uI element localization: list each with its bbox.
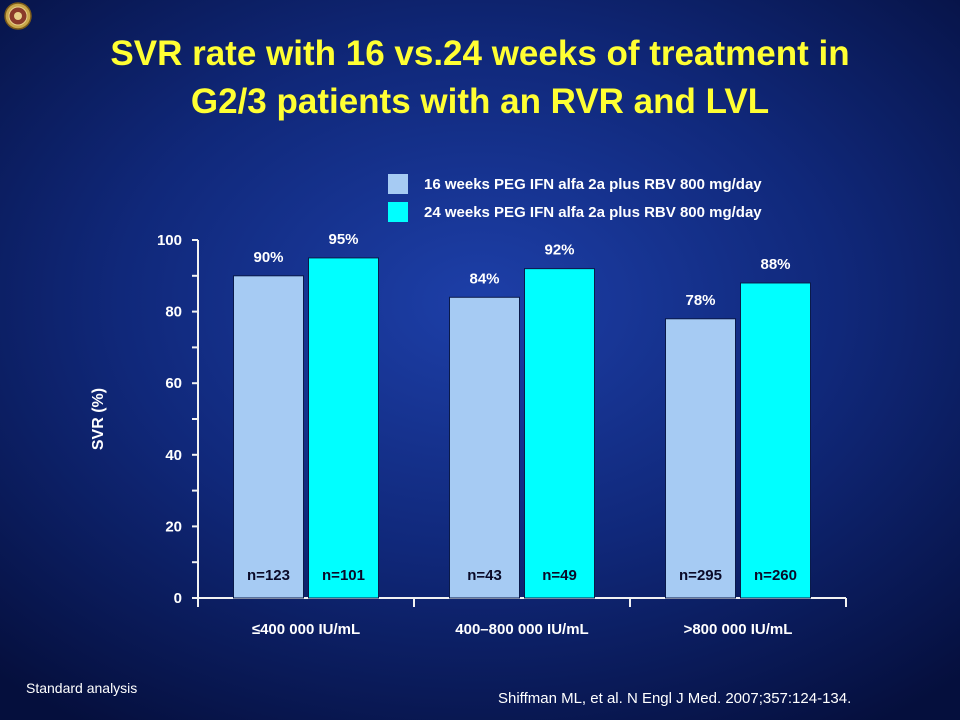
bar-value-label: 84% [469, 270, 499, 287]
bar-n-label: n=101 [322, 567, 365, 584]
y-tick-label: 60 [165, 375, 182, 392]
y-tick-label: 80 [165, 304, 182, 321]
bar [740, 282, 811, 599]
bar [308, 257, 379, 599]
legend-swatch-24-weeks [388, 202, 408, 222]
bar [449, 296, 520, 599]
x-category-label: 400–800 000 IU/mL [455, 621, 588, 638]
bar-n-label: n=123 [247, 567, 290, 584]
citation: Shiffman ML, et al. N Engl J Med. 2007;3… [498, 690, 852, 707]
bar-n-label: n=43 [467, 567, 502, 584]
bar-value-label: 95% [328, 231, 358, 248]
legend-label-24-weeks: 24 weeks PEG IFN alfa 2a plus RBV 800 mg… [424, 203, 762, 221]
legend-item-16-weeks: 16 weeks PEG IFN alfa 2a plus RBV 800 mg… [388, 170, 762, 198]
y-tick-label: 40 [165, 447, 182, 464]
bar-n-label: n=49 [542, 567, 577, 584]
bar-n-label: n=295 [679, 567, 722, 584]
seal-icon [4, 2, 32, 30]
bar-value-label: 78% [685, 292, 715, 309]
x-category-label: ≤400 000 IU/mL [252, 621, 360, 638]
y-tick-label: 0 [174, 590, 182, 607]
legend-item-24-weeks: 24 weeks PEG IFN alfa 2a plus RBV 800 mg… [388, 198, 762, 226]
analysis-note: Standard analysis [26, 680, 138, 696]
bar [665, 318, 736, 599]
bar-value-label: 92% [544, 242, 574, 259]
chart-legend: 16 weeks PEG IFN alfa 2a plus RBV 800 mg… [388, 170, 762, 226]
bar-value-label: 90% [253, 249, 283, 266]
legend-label-16-weeks: 16 weeks PEG IFN alfa 2a plus RBV 800 mg… [424, 175, 762, 193]
bar-value-label: 88% [760, 256, 790, 273]
title-line-2: G2/3 patients with an RVR and LVL [190, 82, 770, 121]
legend-swatch-16-weeks [388, 174, 408, 194]
bar [524, 268, 595, 599]
y-tick-label: 100 [157, 232, 182, 249]
bar [233, 275, 304, 599]
y-tick-label: 20 [165, 518, 182, 535]
title-line-1: SVR rate with 16 vs.24 weeks of treatmen… [110, 34, 850, 73]
page-title: SVR rate with 16 vs.24 weeks of treatmen… [0, 30, 960, 126]
y-axis-title: SVR (%) [90, 388, 107, 450]
bar-n-label: n=260 [754, 567, 797, 584]
x-category-label: >800 000 IU/mL [684, 621, 793, 638]
